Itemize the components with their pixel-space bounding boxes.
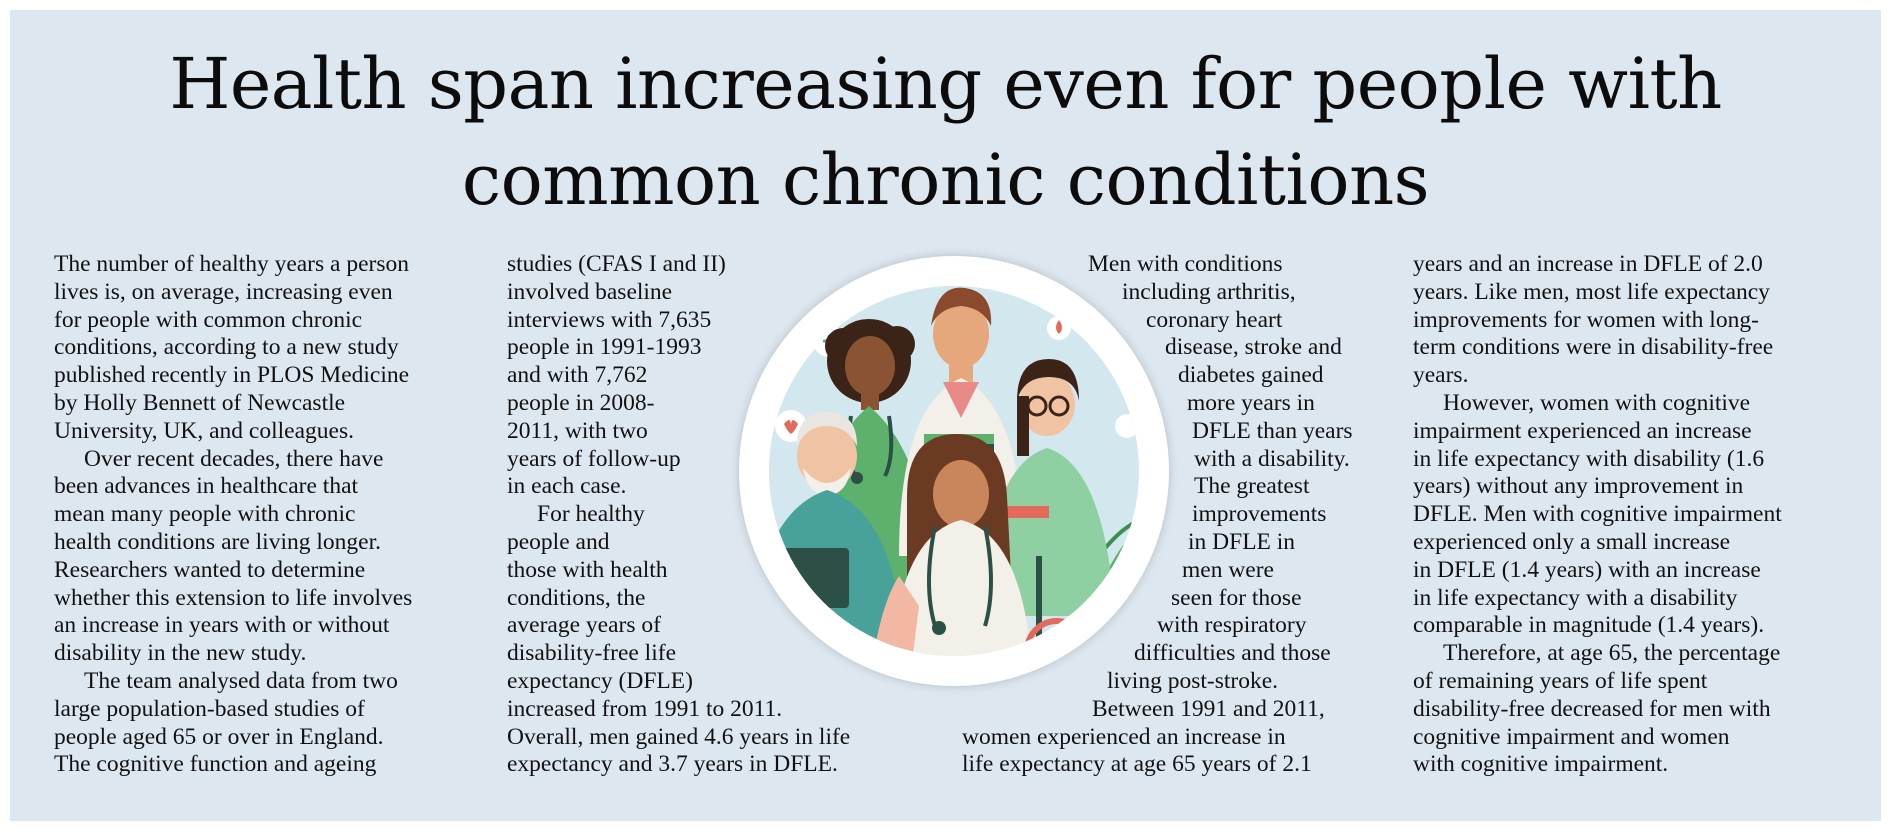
- healthcare-workers-illustration: [739, 256, 1169, 686]
- text-line: by Holly Bennett of Newcastle: [54, 389, 346, 416]
- text-line: men were: [1182, 556, 1274, 583]
- text-line: in life expectancy with disability (1.6: [1413, 445, 1765, 472]
- text-line: term conditions were in disability-free: [1413, 334, 1774, 361]
- article-column-1: The number of healthy years a person liv…: [54, 251, 412, 779]
- article-column-3: Men with conditions including arthritis,…: [962, 251, 1353, 779]
- illustration-art: [769, 286, 1139, 656]
- headline-line-2: common chronic conditions: [461, 139, 1430, 221]
- text-line: The cognitive function and ageing: [54, 751, 377, 778]
- text-line: conditions, according to a new study: [54, 334, 399, 361]
- text-line: Between 1991 and 2011,: [1092, 695, 1325, 722]
- text-line: years) without any improvement in: [1413, 473, 1744, 500]
- text-line: coronary heart: [1146, 306, 1283, 333]
- text-line: years.: [1413, 362, 1469, 389]
- text-line: years and an increase in DFLE of 2.0: [1413, 251, 1763, 277]
- text-line: disability-free decreased for men with: [1413, 695, 1771, 722]
- text-line: seen for those: [1171, 584, 1302, 611]
- text-line: years. Like men, most life expectancy: [1413, 278, 1770, 305]
- text-line: disease, stroke and: [1165, 334, 1342, 361]
- text-line: The greatest: [1194, 473, 1310, 500]
- text-line: Overall, men gained 4.6 years in life: [507, 723, 851, 750]
- text-line: an increase in years with or without: [54, 612, 390, 639]
- text-line: lives is, on average, increasing even: [54, 278, 393, 305]
- text-line: comparable in magnitude (1.4 years).: [1413, 612, 1765, 639]
- text-line: people and: [507, 528, 610, 555]
- floating-leaf-icon: [1115, 414, 1139, 438]
- text-line: increased from 1991 to 2011.: [507, 695, 783, 722]
- text-line: Researchers wanted to determine: [54, 556, 366, 583]
- text-line: in DFLE (1.4 years) with an increase: [1413, 556, 1761, 583]
- text-line: For healthy: [537, 501, 645, 528]
- article-column-4: years and an increase in DFLE of 2.0 yea…: [1413, 251, 1782, 779]
- text-line: disability in the new study.: [54, 640, 307, 667]
- text-line: years of follow-up: [507, 445, 681, 472]
- text-line: Over recent decades, there have: [84, 445, 384, 472]
- text-line: living post-stroke.: [1107, 667, 1279, 694]
- text-line: 2011, with two: [507, 417, 648, 444]
- text-line: with cognitive impairment.: [1413, 751, 1669, 778]
- text-line: diabetes gained: [1178, 362, 1324, 389]
- text-line: experienced only a small increase: [1413, 528, 1731, 555]
- text-line: University, UK, and colleagues.: [54, 417, 354, 444]
- text-line: large population-based studies of: [54, 695, 365, 722]
- text-line: involved baseline: [507, 278, 673, 305]
- text-line: DFLE. Men with cognitive impairment: [1413, 501, 1782, 528]
- text-line: average years of: [507, 612, 661, 639]
- text-line: The number of healthy years a person: [54, 251, 409, 277]
- text-line: expectancy and 3.7 years in DFLE.: [507, 751, 838, 778]
- text-line: including arthritis,: [1122, 278, 1296, 305]
- text-line: women experienced an increase in: [962, 723, 1286, 750]
- text-line: The team analysed data from two: [84, 667, 398, 694]
- text-line: conditions, the: [507, 584, 646, 611]
- text-line: in life expectancy with a disability: [1413, 584, 1738, 611]
- text-line: Men with conditions: [1088, 251, 1283, 277]
- text-line: life expectancy at age 65 years of 2.1: [962, 751, 1312, 778]
- text-line: people in 1991-1993: [507, 334, 702, 361]
- text-line: with a disability.: [1194, 445, 1350, 472]
- text-line: difficulties and those: [1134, 640, 1331, 667]
- text-line: whether this extension to life involves: [54, 584, 413, 611]
- female-doctor-front: [869, 434, 1033, 656]
- text-line: for people with common chronic: [54, 306, 363, 333]
- text-line: with respiratory: [1157, 612, 1307, 639]
- headline-line-1: Health span increasing even for people w…: [169, 43, 1722, 125]
- text-line: mean many people with chronic: [54, 501, 356, 528]
- text-line: been advances in healthcare that: [54, 473, 359, 500]
- text-line: cognitive impairment and women: [1413, 723, 1730, 750]
- text-line: more years in: [1187, 389, 1315, 416]
- text-line: people in 2008-: [507, 389, 655, 416]
- text-line: people aged 65 or over in England.: [54, 723, 384, 750]
- text-line: expectancy (DFLE): [507, 667, 693, 694]
- text-line: those with health: [507, 556, 668, 583]
- text-line: interviews with 7,635: [507, 306, 712, 333]
- text-line: improvements for women with long-: [1413, 306, 1759, 333]
- text-line: in each case.: [507, 473, 627, 500]
- text-line: impairment experienced an increase: [1413, 417, 1752, 444]
- text-line: of remaining years of life spent: [1413, 667, 1708, 694]
- text-line: DFLE than years: [1192, 417, 1353, 444]
- text-line: However, women with cognitive: [1443, 389, 1751, 416]
- headline: Health span increasing even for people w…: [0, 36, 1891, 228]
- text-line: Therefore, at age 65, the percentage: [1443, 640, 1781, 667]
- text-line: published recently in PLOS Medicine: [54, 362, 410, 389]
- text-line: improvements: [1192, 501, 1327, 528]
- text-line: disability-free life: [507, 640, 676, 667]
- article-column-2: studies (CFAS I and II) involved baselin…: [507, 251, 850, 779]
- text-line: studies (CFAS I and II): [507, 251, 726, 277]
- text-line: in DFLE in: [1188, 528, 1296, 555]
- text-line: and with 7,762: [507, 362, 648, 389]
- text-line: health conditions are living longer.: [54, 528, 381, 555]
